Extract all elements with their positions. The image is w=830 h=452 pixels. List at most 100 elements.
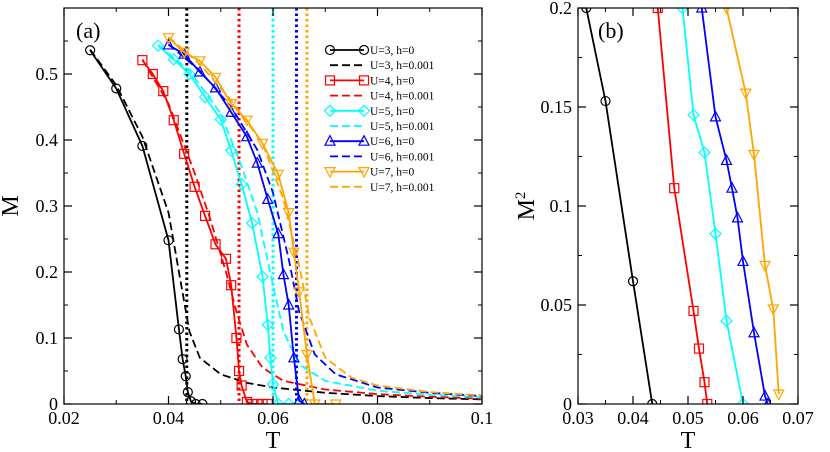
data-point-marker xyxy=(236,380,247,391)
y-axis-title-superscript: 2 xyxy=(513,192,529,200)
legend-marker xyxy=(324,75,336,86)
data-point-marker xyxy=(736,397,750,404)
plot-area xyxy=(581,8,785,404)
data-point-marker xyxy=(581,8,592,14)
y-tick-label: 0.15 xyxy=(541,97,573,117)
y-axis-title: M xyxy=(0,195,24,216)
data-point-marker xyxy=(277,267,290,280)
data-point-marker xyxy=(177,354,188,365)
x-tick-label: 0.04 xyxy=(153,408,185,428)
data-point-marker xyxy=(251,156,264,168)
data-point-marker xyxy=(739,88,752,100)
y-axis-title: M2 xyxy=(513,192,540,221)
data-point-marker xyxy=(748,325,760,338)
legend-marker xyxy=(357,104,371,118)
data-point-marker xyxy=(193,65,206,77)
legend-marker xyxy=(358,44,370,56)
x-axis-title: T xyxy=(681,428,696,452)
legend-label: U=6, h=0 xyxy=(370,136,415,148)
x-tick-label: 0.02 xyxy=(48,408,80,428)
data-point-marker xyxy=(235,177,248,191)
data-point-marker xyxy=(699,377,710,388)
y-tick-label: 0.3 xyxy=(36,196,59,216)
series-line xyxy=(141,59,482,400)
data-point-marker xyxy=(180,371,191,382)
data-point-marker xyxy=(698,146,711,159)
x-tick-label: 0.06 xyxy=(257,408,289,428)
series-line xyxy=(681,8,744,404)
data-point-marker xyxy=(287,351,300,363)
legend-label: U=6, h=0.001 xyxy=(370,151,435,163)
data-point-marker xyxy=(197,398,208,404)
x-tick-label: 0.08 xyxy=(362,408,394,428)
legend-marker xyxy=(324,44,336,56)
data-point-marker xyxy=(261,318,275,332)
data-point-marker xyxy=(264,351,277,365)
data-point-marker xyxy=(245,216,259,230)
series-line xyxy=(167,36,482,397)
legend-label: U=4, h=0 xyxy=(370,75,415,87)
data-point-marker xyxy=(182,387,193,398)
data-point-marker xyxy=(137,55,148,66)
legend-marker xyxy=(358,167,370,179)
data-point-marker xyxy=(162,38,175,50)
data-point-marker xyxy=(240,115,253,127)
data-point-marker xyxy=(720,153,733,166)
data-point-marker xyxy=(695,8,708,13)
data-point-marker xyxy=(247,398,258,404)
y-tick-label: 0 xyxy=(563,394,572,414)
data-point-marker xyxy=(198,90,212,104)
legend-label: U=3, h=0.001 xyxy=(370,60,435,72)
data-point-marker xyxy=(233,365,245,377)
data-point-marker xyxy=(693,343,705,354)
series-line xyxy=(89,49,203,404)
panel-a: 0.02 0.04 0.06 0.08 0.1 0 0.1 0.2 0.3 0.4 0.5 T M (a)… xyxy=(0,7,494,452)
legend-marker xyxy=(358,75,370,86)
legend: U=3, h=0 U=3, h=0.001 U=4, h=0 U=4, h=0.001… xyxy=(323,44,435,194)
legend-marker xyxy=(323,104,337,118)
data-point-marker xyxy=(147,68,158,80)
data-point-marker xyxy=(224,144,238,157)
data-point-marker xyxy=(702,398,713,404)
y-tick-label: 0.05 xyxy=(541,295,573,315)
series-line xyxy=(725,8,780,395)
data-point-marker xyxy=(262,398,273,404)
data-point-marker xyxy=(252,398,263,404)
legend-marker xyxy=(324,134,336,146)
data-point-marker xyxy=(225,105,238,117)
data-point-marker xyxy=(748,149,760,162)
data-point-marker xyxy=(731,211,744,223)
legend-label: U=7, h=0 xyxy=(370,167,415,179)
series-line xyxy=(167,37,336,404)
y-tick-label: 0.5 xyxy=(36,64,59,84)
series-line xyxy=(167,43,482,397)
data-point-marker xyxy=(676,8,689,15)
data-point-marker xyxy=(241,396,252,404)
data-point-marker xyxy=(266,377,280,391)
series-line xyxy=(157,44,300,404)
y-tick-label: 0.1 xyxy=(550,196,573,216)
data-point-marker xyxy=(737,254,749,267)
data-point-marker xyxy=(282,298,295,310)
data-point-marker xyxy=(282,397,296,404)
data-point-marker xyxy=(329,399,342,404)
data-point-marker xyxy=(627,276,639,287)
data-point-marker xyxy=(231,332,242,344)
panel-label: (a) xyxy=(76,18,100,43)
data-point-marker xyxy=(720,314,733,328)
y-tick-label: 0.2 xyxy=(550,0,573,18)
x-tick-label: 0.05 xyxy=(672,408,704,428)
data-point-marker xyxy=(669,183,680,194)
data-point-marker xyxy=(726,181,738,193)
legend-label: U=4, h=0.001 xyxy=(370,91,435,103)
data-point-marker xyxy=(261,192,274,204)
data-point-marker xyxy=(271,397,285,404)
y-tick-label: 0.1 xyxy=(36,328,59,348)
panel-label: (b) xyxy=(598,18,624,43)
x-tick-label: 0.1 xyxy=(471,408,494,428)
data-point-marker xyxy=(652,8,663,14)
series-line xyxy=(168,44,305,404)
plot-area xyxy=(85,8,482,404)
data-point-marker xyxy=(137,140,148,152)
